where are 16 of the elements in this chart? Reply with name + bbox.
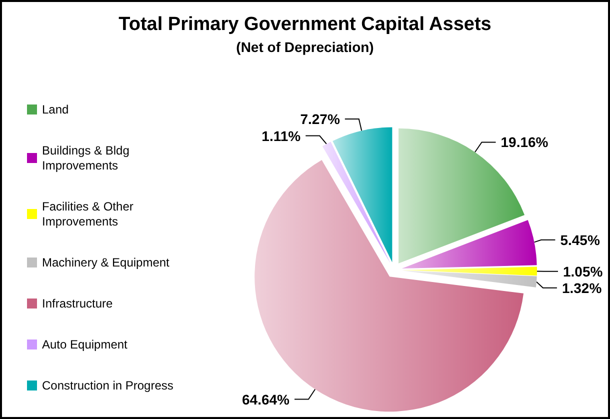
legend-label: Infrastructure xyxy=(42,296,114,310)
legend-label: Auto Equipment xyxy=(42,338,128,352)
legend-label: Buildings & Bldg Improvements xyxy=(42,144,133,172)
chart-title: Total Primary Government Capital Assets xyxy=(118,14,492,35)
legend-label: Machinery & Equipment xyxy=(42,256,170,270)
legend-label: Facilities & Other Improvements xyxy=(42,200,137,228)
data-label: 1.11% xyxy=(262,128,302,144)
data-label: 1.32% xyxy=(562,280,602,296)
chart-subtitle: (Net of Depreciation) xyxy=(236,39,374,55)
data-label: 64.64% xyxy=(242,391,290,408)
legend-label: Construction in Progress xyxy=(42,378,174,392)
legend-label: Land xyxy=(42,102,69,116)
data-label: 1.05% xyxy=(562,263,604,280)
data-label: 7.27% xyxy=(300,111,340,128)
data-label: 5.45% xyxy=(560,232,600,248)
data-label: 19.16% xyxy=(500,134,549,150)
